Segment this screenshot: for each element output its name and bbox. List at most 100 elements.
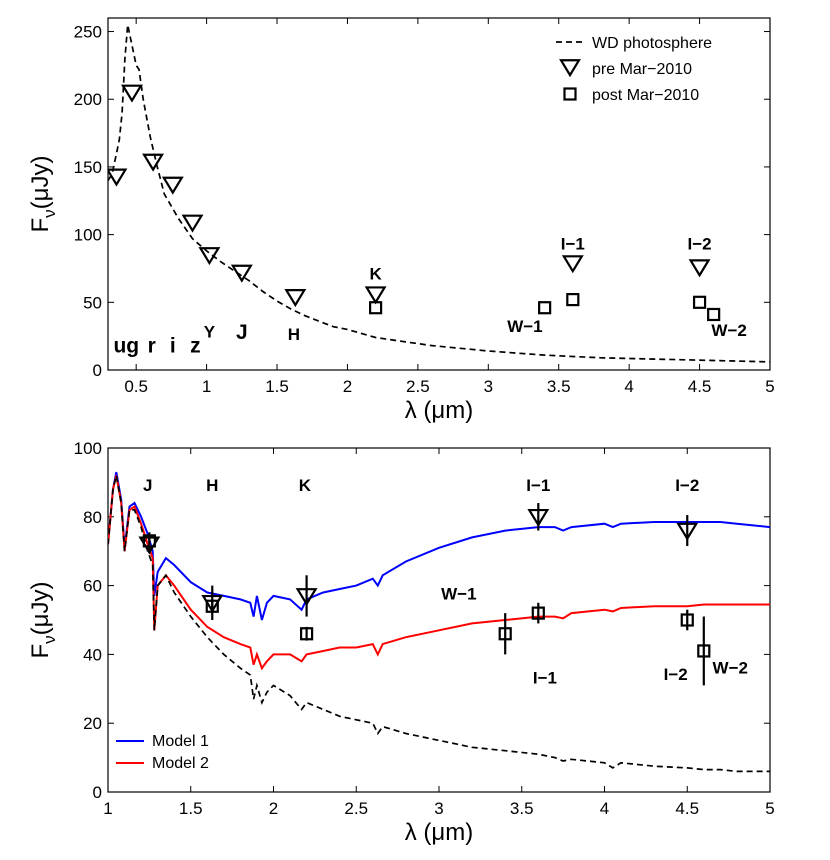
top-ytick-label: 250 [74, 23, 102, 42]
top-band-label: W−2 [711, 321, 746, 340]
top-band-label: J [236, 321, 248, 344]
top-legend-marker [559, 59, 581, 78]
top-plot-area [108, 24, 770, 363]
bottom-band-label: I−2 [675, 476, 699, 495]
top-xtick-label: 0.5 [124, 377, 148, 396]
bottom-band-label: K [299, 476, 312, 495]
top-ytick-label: 200 [74, 90, 102, 109]
bottom-ytick-label: 20 [83, 714, 102, 733]
bottom-band-label: I−2 [664, 665, 688, 684]
top-ytick-label: 150 [74, 158, 102, 177]
top-xtick-label: 3.5 [547, 377, 571, 396]
top-legend-label: pre Mar−2010 [592, 61, 692, 78]
top-ylabel: Fν(μJy) [27, 156, 59, 233]
bottom-series-pre-mar-2010-point [295, 588, 318, 607]
bottom-series-pre-mar-2010-point [676, 522, 699, 541]
bottom-series-post-mar-2010-point [142, 534, 156, 548]
bottom-band-label: H [206, 476, 218, 495]
bottom-ylabel: Fν(μJy) [27, 582, 59, 659]
top-series-post-mar-2010 [369, 293, 721, 322]
bottom-plot-area [108, 471, 770, 773]
top-xtick-label: 1 [202, 377, 211, 396]
bottom-band-label: I−1 [533, 669, 557, 688]
top-legend-label: post Mar−2010 [592, 87, 699, 104]
top-series-post-mar-2010-point [692, 295, 707, 309]
bottom-xtick-label: 3 [434, 799, 443, 818]
bottom-xtick-label: 1 [103, 799, 112, 818]
bottom-ytick-label: 40 [83, 645, 102, 664]
bottom-xtick-label: 2.5 [344, 799, 368, 818]
bottom-series-model-2 [108, 475, 770, 671]
top-ytick-label: 50 [83, 293, 102, 312]
bottom-series-post-mar-2010-point [498, 627, 512, 641]
bottom-band-label: W−2 [713, 658, 748, 677]
bottom-ytick-label: 100 [74, 439, 102, 458]
bottom-series-wd-photosphere [108, 475, 770, 773]
top-ytick-label: 0 [93, 361, 102, 380]
bottom-series-post-mar-2010-point [531, 606, 545, 620]
top-band-label: K [369, 264, 382, 283]
bottom-series-post-mar-2010-point [697, 644, 711, 658]
bottom-series-post-mar-2010-point [205, 599, 219, 613]
top-xtick-label: 1.5 [265, 377, 289, 396]
top-ylabel-sub: ν [40, 209, 59, 218]
top-series-pre-mar-2010-point [142, 153, 165, 172]
bottom-xtick-label: 4.5 [675, 799, 699, 818]
top-xtick-label: 3 [484, 377, 493, 396]
bottom-legend-label: Model 2 [152, 755, 209, 772]
bottom-series-pre-mar-2010 [138, 503, 699, 620]
bottom-series-post-mar-2010-point [300, 627, 314, 641]
top-series-pre-mar-2010-point [181, 214, 204, 233]
bottom-xtick-label: 2 [269, 799, 278, 818]
top-series-pre-mar-2010 [108, 84, 711, 308]
top-series-pre-mar-2010-point [198, 247, 221, 266]
top-xlabel: λ (μm) [405, 397, 473, 424]
top-series-post-mar-2010-point [369, 301, 383, 315]
top-series-pre-mar-2010-point [688, 259, 711, 278]
bottom-xtick-label: 5 [765, 799, 774, 818]
top-band-label: H [288, 325, 300, 344]
top-ylabel-main: F [27, 218, 54, 233]
bottom-ytick-label: 80 [83, 508, 102, 527]
bottom-ytick-label: 60 [83, 577, 102, 596]
top-series-pre-mar-2010-point [230, 264, 253, 283]
bottom-panel: 1 1.5 2 2.5 3 3.5 4 4.5 5 0 20 40 60 80 100 λ (μm) Fν(μJ… [27, 439, 775, 846]
top-axes-frame [107, 17, 771, 371]
top-series-pre-mar-2010-point [561, 255, 584, 274]
bottom-xlabel: λ (μm) [405, 819, 473, 846]
top-band-label: Y [204, 323, 216, 342]
top-band-label: I−2 [688, 235, 712, 254]
bottom-ytick-label: 0 [93, 783, 102, 802]
top-xtick-label: 2 [343, 377, 352, 396]
bottom-band-label: J [143, 476, 152, 495]
top-series-wd-photosphere [108, 24, 770, 363]
bottom-xtick-label: 4 [600, 799, 609, 818]
bottom-band-label: W−1 [441, 584, 476, 603]
top-series-pre-mar-2010-point [284, 289, 307, 308]
top-band-label: I−1 [561, 235, 585, 254]
top-series-pre-mar-2010-point [161, 176, 184, 195]
top-band-label: r [148, 334, 156, 357]
bottom-series-post-mar-2010-point [680, 613, 694, 627]
bottom-xtick-label: 3.5 [510, 799, 534, 818]
top-series-post-mar-2010-point [538, 301, 552, 315]
top-series-post-mar-2010-point [566, 293, 580, 307]
bottom-ylabel-unit: (μJy) [27, 582, 54, 636]
top-xtick-label: 4 [624, 377, 633, 396]
top-xtick-label: 4.5 [688, 377, 712, 396]
bottom-xtick-label: 1.5 [179, 799, 203, 818]
bottom-series-pre-mar-2010-point [527, 508, 550, 528]
bottom-legend-label: Model 1 [152, 733, 209, 750]
bottom-series-post-mar-2010 [142, 532, 711, 686]
bottom-band-label: I−1 [526, 476, 550, 495]
bottom-ylabel-sub: ν [40, 635, 59, 644]
top-series-pre-mar-2010-point [108, 168, 128, 187]
top-band-label: i [170, 334, 176, 357]
top-legend-label: WD photosphere [592, 35, 712, 52]
top-legend-marker [563, 87, 577, 101]
top-series-post-mar-2010-point [707, 307, 721, 322]
top-band-label: ug [113, 334, 139, 357]
top-xtick-label: 5 [765, 377, 774, 396]
